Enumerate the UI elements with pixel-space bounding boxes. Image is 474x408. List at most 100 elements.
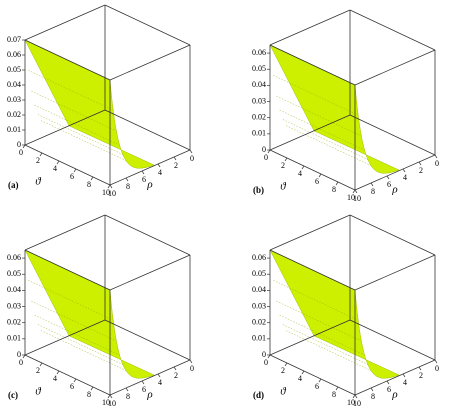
x-tick-label: 8: [332, 390, 336, 399]
x-tick: [22, 144, 26, 149]
box-edge: [354, 154, 436, 191]
box-edge: [354, 254, 436, 291]
y-tick-label: 0: [435, 364, 439, 373]
y-tick: [434, 359, 438, 364]
x-tick-label: 2: [281, 366, 285, 375]
x-tick-label: 10: [102, 398, 110, 407]
y-tick: [109, 184, 113, 189]
y-tick: [189, 149, 193, 154]
x-tick: [56, 160, 60, 165]
x-tick-label: 10: [102, 188, 110, 197]
y-tick-label: 4: [403, 173, 407, 182]
y-tick: [157, 163, 161, 168]
z-tick-label: 0: [262, 145, 266, 154]
surface-contour: [34, 104, 120, 146]
box-edge: [104, 4, 191, 46]
z-tick-label: 0.02: [7, 318, 21, 327]
x-tick: [301, 165, 305, 170]
surface-contour: [279, 109, 365, 151]
x-tick-label: 0: [264, 153, 268, 162]
surface-contour: [282, 324, 368, 365]
x-tick-label: 4: [298, 374, 302, 383]
z-tick-label: 0.06: [7, 253, 21, 262]
x-tick-label: 6: [315, 382, 319, 391]
box-edge: [349, 319, 436, 361]
y-tick-label: 4: [403, 378, 407, 387]
z-tick-label: 0.03: [7, 95, 21, 104]
z-tick-label: 0.06: [252, 253, 266, 262]
y-tick: [418, 161, 422, 166]
x-tick-label: 6: [70, 382, 74, 391]
box-edge: [269, 149, 356, 191]
x-tick-label: 4: [53, 374, 57, 383]
box-edge: [109, 44, 191, 81]
x-tick-label: 8: [87, 180, 91, 189]
y-tick: [386, 380, 390, 385]
x-tick-label: 0: [19, 358, 23, 367]
x-tick: [284, 157, 288, 162]
panel: 0 0.01 0.02 0.03 0.04 0.05 0.06 0.07 0 2 4 6 8 10 0 2 4 6…: [7, 4, 194, 198]
panel: 0 0.01 0.02 0.03 0.04 0.05 0.06 0 2 4 6 8 10 0 2 4 6 8 10 ϑ…: [252, 214, 439, 408]
z-tick-label: 0.05: [7, 65, 21, 74]
y-tick-label: 8: [371, 392, 375, 401]
box-edge: [269, 249, 356, 291]
surface-contour: [31, 300, 117, 342]
x-tick-label: 0: [264, 358, 268, 367]
z-tick-label: 0.03: [252, 301, 266, 310]
z-tick-label: 0.06: [7, 50, 21, 59]
x-tick-label: 4: [298, 169, 302, 178]
y-tick: [418, 366, 422, 371]
box-edge: [269, 9, 351, 46]
z-tick-label: 0.04: [252, 285, 266, 294]
x-tick: [318, 378, 322, 383]
z-tick-label: 0.02: [7, 110, 21, 119]
x-tick-label: 6: [315, 177, 319, 186]
x-tick: [352, 394, 356, 399]
surface-contour: [276, 95, 362, 137]
y-tick: [370, 387, 374, 392]
y-tick-label: 6: [142, 175, 146, 184]
x-tick: [335, 181, 339, 186]
y-tick-label: 0: [190, 364, 194, 373]
y-axis-label: ρ: [146, 179, 152, 191]
x-axis-label: ϑ: [35, 176, 41, 188]
z-tick-label: 0.05: [7, 269, 21, 278]
surface: [24, 39, 155, 169]
z-tick-label: 0.05: [252, 64, 266, 73]
box-edge: [354, 359, 436, 396]
y-axis-label: ρ: [391, 389, 397, 401]
y-tick: [173, 366, 177, 371]
y-axis-label: ρ: [146, 389, 152, 401]
box-edge: [349, 114, 436, 156]
y-tick: [386, 175, 390, 180]
y-tick: [189, 359, 193, 364]
z-tick-label: 0: [17, 140, 21, 149]
x-tick: [107, 184, 111, 189]
z-tick-label: 0: [262, 350, 266, 359]
x-tick: [267, 149, 271, 154]
x-tick-label: 10: [347, 398, 355, 407]
surface: [24, 249, 155, 379]
y-tick-label: 8: [126, 182, 130, 191]
surface-contour: [31, 90, 117, 132]
x-tick-label: 8: [332, 185, 336, 194]
panel: 0 0.01 0.02 0.03 0.04 0.05 0.06 0 2 4 6 8 10 0 2 4 6 8 10 ϑ…: [252, 9, 439, 203]
surface: [269, 249, 400, 379]
z-tick-label: 0.04: [252, 80, 266, 89]
z-tick-label: 0.01: [7, 334, 21, 343]
y-tick: [354, 394, 358, 399]
surface-contour: [40, 330, 127, 371]
x-tick-label: 2: [36, 366, 40, 375]
box-edge: [269, 114, 351, 151]
x-tick-label: 0: [19, 148, 23, 157]
y-tick: [125, 177, 129, 182]
box-edge: [109, 149, 191, 186]
y-tick-label: 10: [108, 399, 116, 408]
x-tick: [107, 394, 111, 399]
x-axis-label: ϑ: [35, 386, 41, 398]
surface-contour: [40, 120, 127, 161]
surface: [269, 44, 400, 174]
y-tick-label: 0: [435, 159, 439, 168]
panel-label: (b): [253, 185, 264, 195]
